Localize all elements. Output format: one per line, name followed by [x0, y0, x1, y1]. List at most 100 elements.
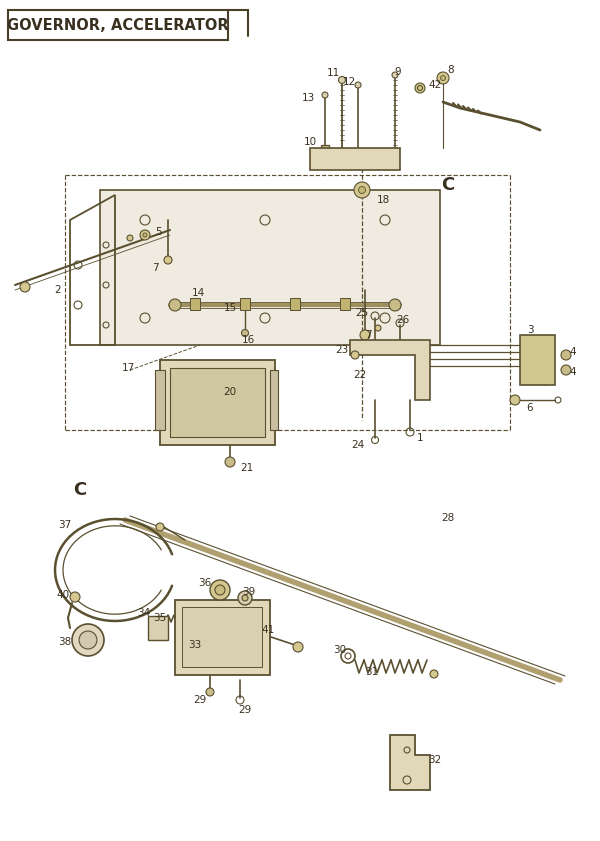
Circle shape: [561, 365, 571, 375]
Circle shape: [354, 182, 370, 198]
Text: GOVERNOR, ACCELERATOR: GOVERNOR, ACCELERATOR: [7, 18, 229, 33]
Bar: [340, 298, 350, 310]
Text: 10: 10: [304, 137, 317, 147]
Circle shape: [440, 76, 445, 81]
Circle shape: [164, 256, 172, 264]
Polygon shape: [100, 190, 440, 345]
Polygon shape: [390, 735, 430, 790]
Text: 21: 21: [241, 463, 254, 473]
Circle shape: [157, 377, 163, 383]
Circle shape: [271, 377, 277, 383]
Bar: [8, 10, 228, 40]
Text: 29: 29: [193, 695, 206, 705]
Circle shape: [20, 282, 30, 292]
Text: 28: 28: [442, 513, 455, 523]
Circle shape: [156, 523, 164, 531]
Text: 9: 9: [395, 67, 401, 77]
Circle shape: [355, 82, 361, 88]
Circle shape: [561, 350, 571, 360]
Circle shape: [338, 77, 346, 83]
Text: 31: 31: [365, 667, 379, 677]
Text: 8: 8: [448, 65, 454, 75]
Text: 35: 35: [154, 613, 167, 623]
Bar: [240, 298, 250, 310]
Text: 34: 34: [137, 608, 151, 618]
Circle shape: [392, 72, 398, 78]
Text: 14: 14: [191, 288, 205, 298]
Bar: [270, 370, 278, 430]
Circle shape: [389, 299, 401, 311]
Text: 36: 36: [199, 578, 212, 588]
Text: 39: 39: [242, 587, 256, 597]
Text: 13: 13: [301, 93, 314, 103]
Text: 29: 29: [238, 705, 251, 715]
Circle shape: [72, 624, 104, 656]
Text: C: C: [442, 176, 455, 194]
Circle shape: [430, 670, 438, 678]
Text: 1: 1: [416, 433, 424, 443]
Text: 33: 33: [188, 640, 202, 650]
Text: 11: 11: [326, 68, 340, 78]
Circle shape: [140, 230, 150, 240]
Text: 17: 17: [121, 363, 134, 373]
Circle shape: [241, 330, 248, 336]
Circle shape: [225, 457, 235, 467]
Circle shape: [143, 233, 147, 237]
Polygon shape: [350, 340, 430, 400]
Text: 40: 40: [56, 590, 70, 600]
Bar: [148, 616, 168, 640]
Text: 15: 15: [223, 303, 236, 313]
Circle shape: [210, 580, 230, 600]
Text: 37: 37: [58, 520, 71, 530]
Circle shape: [157, 412, 163, 418]
Text: 2: 2: [55, 285, 61, 295]
Text: 26: 26: [397, 315, 410, 325]
Circle shape: [360, 330, 370, 340]
Bar: [155, 370, 165, 430]
Bar: [175, 600, 270, 675]
Circle shape: [215, 585, 225, 595]
Text: 7: 7: [365, 330, 371, 340]
Text: 23: 23: [335, 345, 349, 355]
Text: 12: 12: [343, 77, 356, 87]
Text: 18: 18: [376, 195, 389, 205]
Text: 38: 38: [58, 637, 71, 647]
Text: 3: 3: [527, 325, 533, 335]
Circle shape: [70, 592, 80, 602]
Text: C: C: [73, 481, 86, 499]
Circle shape: [242, 595, 248, 601]
Text: 6: 6: [527, 403, 533, 413]
Circle shape: [79, 631, 97, 649]
Circle shape: [169, 299, 181, 311]
Text: 22: 22: [353, 370, 367, 380]
Bar: [310, 148, 400, 170]
Circle shape: [127, 235, 133, 241]
Bar: [520, 335, 555, 385]
Circle shape: [238, 591, 252, 605]
Text: 42: 42: [428, 80, 442, 90]
Bar: [182, 607, 262, 667]
Text: 5: 5: [155, 227, 161, 237]
Text: 25: 25: [355, 308, 368, 318]
Circle shape: [271, 412, 277, 418]
Circle shape: [510, 395, 520, 405]
Circle shape: [375, 325, 381, 331]
Text: 7: 7: [152, 263, 158, 273]
Bar: [321, 145, 329, 153]
Circle shape: [359, 187, 365, 193]
Circle shape: [293, 642, 303, 652]
Text: 4: 4: [569, 347, 577, 357]
Circle shape: [322, 92, 328, 98]
Text: 32: 32: [428, 755, 442, 765]
Bar: [190, 298, 200, 310]
Circle shape: [437, 72, 449, 84]
Bar: [160, 360, 275, 445]
Text: 41: 41: [262, 625, 275, 635]
Text: 24: 24: [352, 440, 365, 450]
Text: 4: 4: [569, 367, 577, 377]
Circle shape: [351, 351, 359, 359]
Bar: [170, 368, 265, 437]
Bar: [290, 298, 300, 310]
Circle shape: [415, 83, 425, 93]
Text: 20: 20: [223, 387, 236, 397]
